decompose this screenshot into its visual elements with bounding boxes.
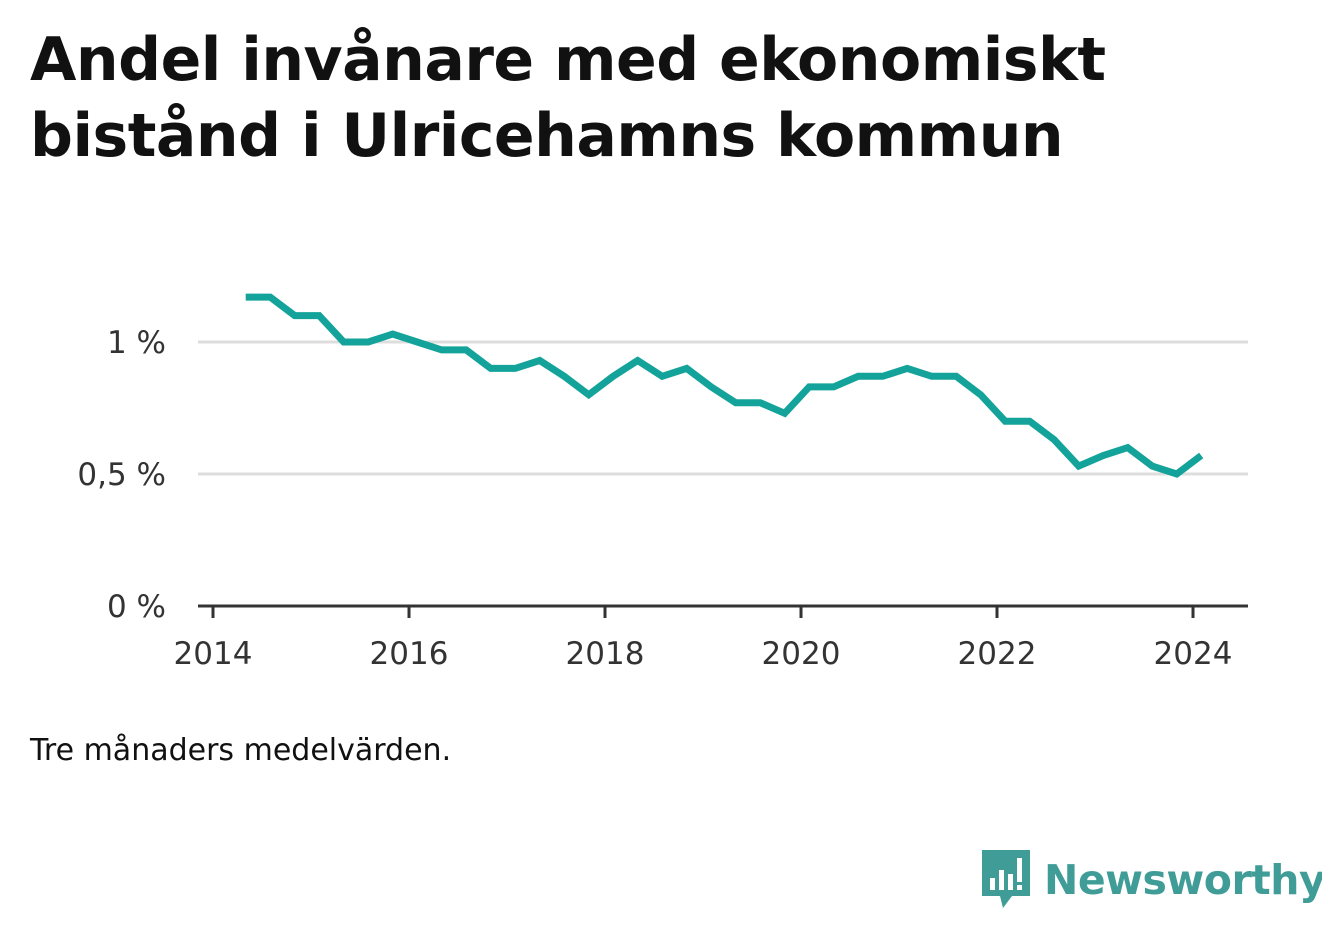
x-axis-ticks: 2014 2016 2018 2020 2022 2024 — [174, 606, 1233, 672]
x-tick-label: 2024 — [1154, 636, 1233, 672]
series-layer — [245, 293, 1204, 478]
y-tick-label: 0,5 % — [77, 457, 166, 493]
x-tick-label: 2018 — [566, 636, 645, 672]
x-tick-label: 2016 — [370, 636, 449, 672]
chart-title: Andel invånare med ekonomiskt bistånd i … — [30, 25, 1106, 171]
brand-logo: Newsworthy — [982, 850, 1322, 910]
grid-lines — [198, 340, 1248, 476]
x-tick-label: 2020 — [762, 636, 841, 672]
newsworthy-logo-icon — [982, 850, 1030, 908]
y-tick-label: 1 % — [107, 325, 166, 361]
series-line — [245, 293, 1204, 478]
chart-note: Tre månaders medelvärden. — [30, 733, 452, 768]
y-tick-label: 0 % — [107, 589, 166, 625]
y-axis-tick-labels: 0 % 0,5 % 1 % — [77, 325, 166, 625]
brand-name: Newsworthy — [1044, 856, 1322, 904]
x-tick-label: 2022 — [958, 636, 1037, 672]
line-chart: 0 % 0,5 % 1 % 2014 2016 2018 2020 2022 2024 — [77, 293, 1248, 672]
x-tick-label: 2014 — [174, 636, 253, 672]
